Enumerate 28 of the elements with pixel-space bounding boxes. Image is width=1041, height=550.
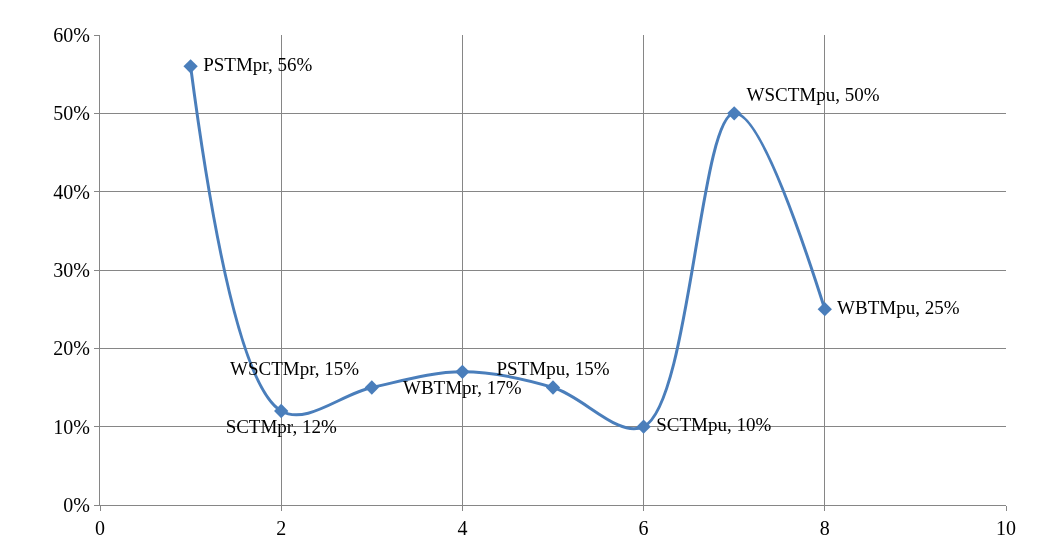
point (636, 419, 651, 434)
data-label: WSCTMpu, 50% (742, 83, 885, 105)
data-label: PSTMpr, 56% (198, 54, 318, 76)
y-tick-label: 20% (53, 337, 90, 360)
x-tick-label: 6 (638, 517, 649, 539)
x-tick-label: 4 (457, 517, 468, 539)
point (817, 302, 832, 317)
point (274, 403, 289, 419)
y-tick-label: 30% (53, 259, 90, 281)
y-tick-label: 50% (53, 102, 90, 125)
x-tick-label: 10 (996, 517, 1016, 539)
point (183, 59, 198, 74)
data-label: WBTMpr, 17% (398, 376, 527, 398)
y-tick-label: 0% (63, 494, 90, 516)
x-tick-label: 0 (95, 517, 105, 539)
data-label: PSTMpu, 15% (491, 357, 615, 379)
y-tick-label: 10% (53, 415, 90, 438)
x-tick-label: 2 (276, 517, 287, 539)
point (727, 106, 742, 121)
point (364, 380, 379, 395)
data-label: WBTMpu, 25% (832, 296, 965, 318)
data-label: SCTMpr, 12% (220, 416, 342, 438)
x-tick-label: 8 (819, 517, 830, 539)
y-tick-label: 60% (53, 24, 90, 46)
data-label: SCTMpu, 10% (651, 414, 777, 436)
point (455, 364, 470, 379)
y-tick-label: 40% (53, 180, 90, 203)
point (545, 380, 561, 395)
